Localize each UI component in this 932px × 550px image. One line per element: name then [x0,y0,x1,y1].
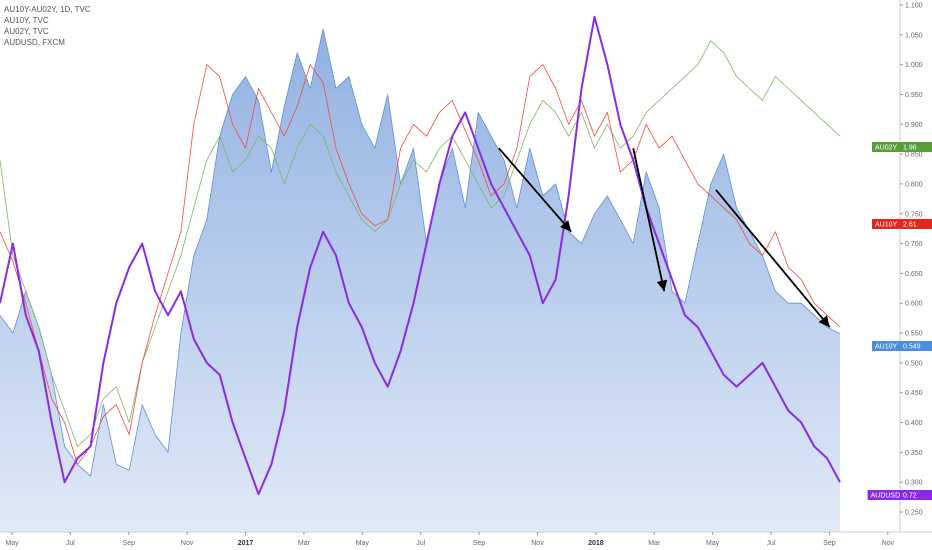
x-tick-label: Sep [123,540,136,547]
y-tick-label: 0.300 [905,480,923,487]
y-tick-label: 0.350 [905,450,923,457]
y-tick-label: 0.950 [905,92,923,99]
badge-value-text-au10y: 2.61 [903,222,917,229]
x-tick-label: Mar [648,540,661,547]
y-tick-label: 0.700 [905,241,923,248]
x-tick-label: 2018 [588,540,604,547]
badge-name-text-au10y: AU10Y [875,222,898,229]
trend-arrow-3 [715,189,831,328]
y-tick-label: 0.550 [905,331,923,338]
y-tick-label: 0.600 [905,301,923,308]
badge-name-au02y [872,142,900,152]
y-tick-label: 1.100 [905,3,923,10]
y-tick-label: 1.050 [905,32,923,39]
legend-line-au02y: AU02Y, TVC [4,27,49,36]
badge-value-audusd [900,490,932,500]
y-axis: 1.100 1.050 1.000 0.950 0.900 0.850 0.800 0.750… [900,3,923,517]
series-layer [0,15,841,533]
series-line-audusd [0,15,841,496]
y-tick-label: 0.250 [905,510,923,517]
badge-value-text-au02y: 1.96 [903,145,917,152]
x-axis: May Jul Sep Nov 2017 Mar May Jul Sep Nov 2018 Mar Ma… [5,532,895,547]
y-tick-label: 0.900 [905,122,923,129]
badge-value-text-audusd: 0.72 [903,493,917,500]
legend-line-audusd: AUDUSD, FXCM [4,38,65,47]
y-tick-label: 0.500 [905,360,923,367]
badge-name-au10y-au02y [872,341,900,351]
y-tick-label: 0.450 [905,390,923,397]
badge-value-au10y-au02y [900,341,932,351]
y-tick-label: 0.800 [905,181,923,188]
trend-arrow-1 [498,147,572,233]
x-tick-label: Nov [181,540,194,547]
badge-name-text-au10y-au02y: AU10Y [875,344,898,351]
legend-line-spread: AU10Y-AU02Y, 1D, TVC [4,5,91,14]
x-tick-label: Mar [298,540,311,547]
series-area-au10y-au02y [0,28,840,533]
badge-name-audusd [867,490,900,500]
y-tick-label: 0.750 [905,211,923,218]
x-tick-label: May [356,540,370,547]
badge-value-au02y [900,142,932,152]
x-tick-label: Sep [473,540,486,547]
x-tick-label: Nov [531,540,544,547]
x-tick-label: Nov [882,540,895,547]
x-tick-label: Jul [416,540,425,547]
legend: AU10Y-AU02Y, 1D, TVC AU10Y, TVC AU02Y, T… [4,4,91,48]
arrow-layer [498,147,831,328]
y-tick-label: 1.000 [905,62,923,69]
x-tick-label: Jul [66,540,75,547]
badge-name-text-audusd: AUDUSD [871,493,901,500]
price-badges: AU10Y 0.549 AU10Y 2.61 AU02Y 1.96 AUDUSD 0.72 [867,142,932,500]
series-line-au10y-au02y [0,28,841,477]
badge-name-text-au02y: AU02Y [875,145,898,152]
trend-arrow-2 [632,147,668,292]
y-tick-label: 0.650 [905,271,923,278]
badge-name-au10y [872,219,900,229]
series-line-au10y [0,64,841,465]
y-tick-label: 0.400 [905,420,923,427]
badge-value-au10y [900,219,932,229]
x-tick-label: May [5,540,19,547]
x-tick-label: May [706,540,720,547]
x-tick-label: 2017 [238,540,254,547]
badge-value-text-au10y-au02y: 0.549 [903,344,921,351]
x-tick-label: Jul [767,540,776,547]
y-tick-label: 0.850 [905,152,923,159]
x-tick-label: Sep [823,540,836,547]
legend-line-au10y: AU10Y, TVC [4,16,49,25]
